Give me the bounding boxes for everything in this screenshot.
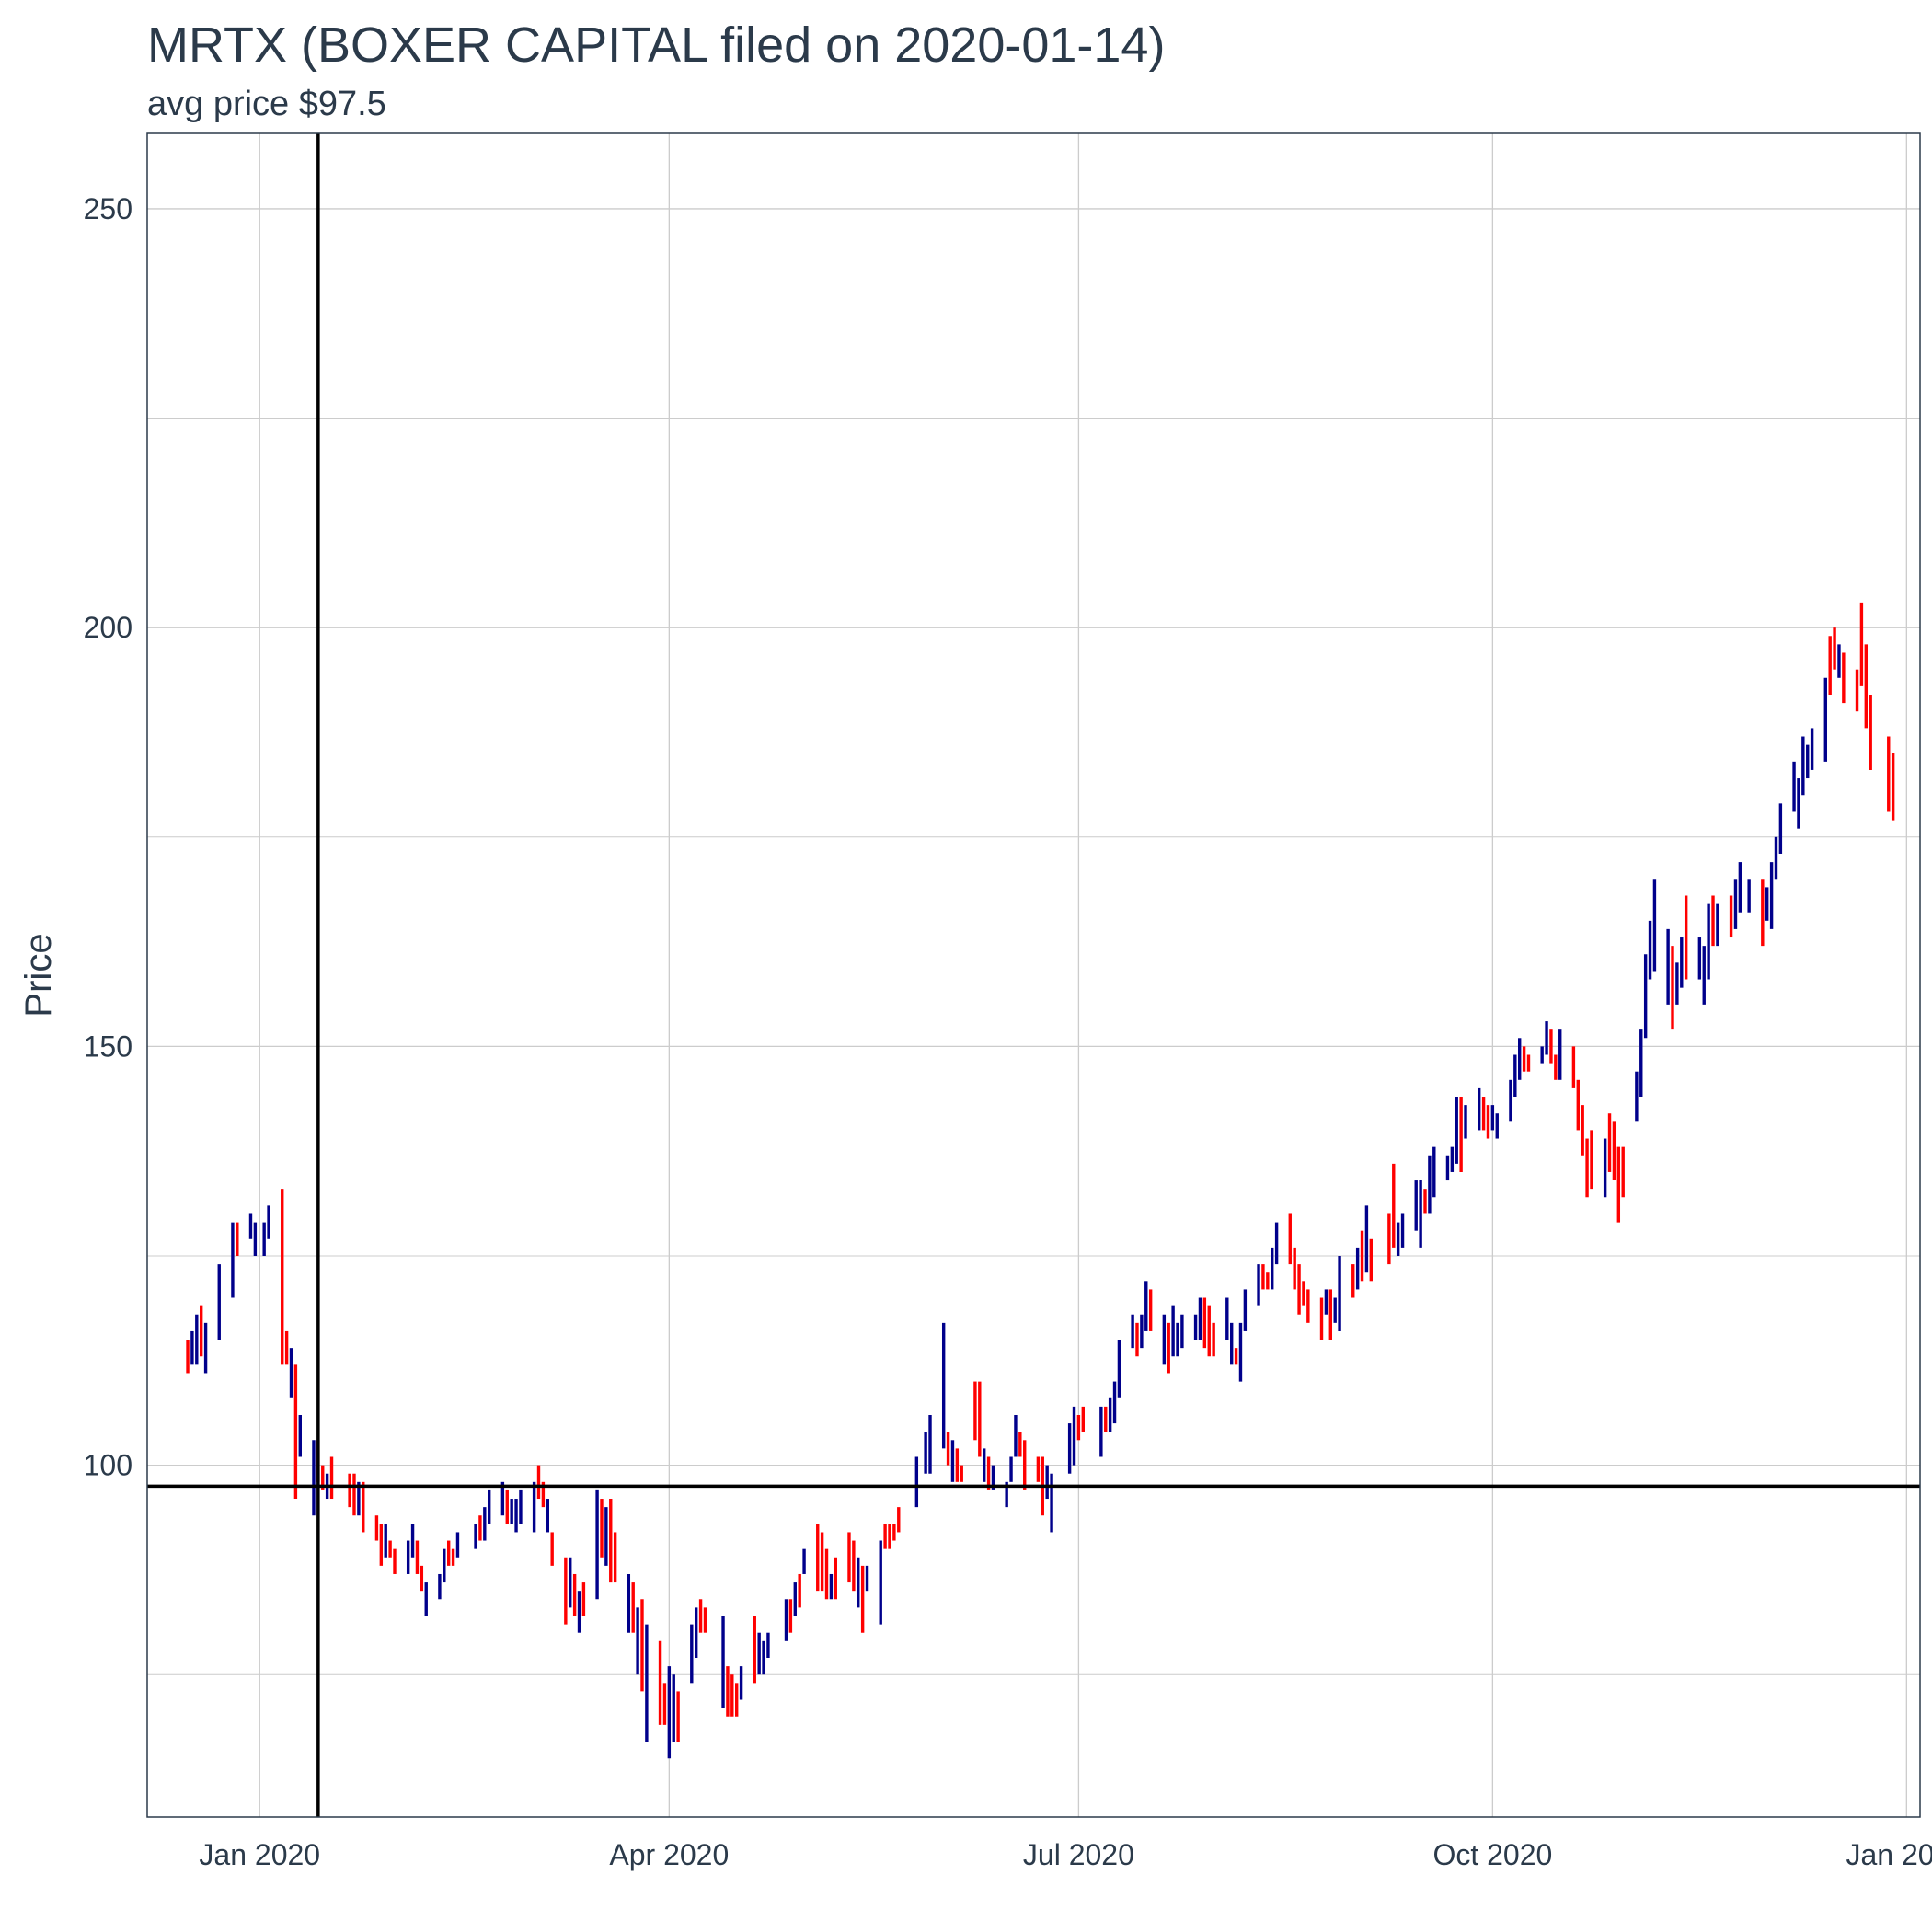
grid-lines	[147, 133, 1920, 1817]
x-axis-ticks: Jan 2020 Apr 2020 Jul 2020 Oct 2020 Jan 2021	[199, 1838, 1932, 1871]
x-tick-label: Jan 2020	[199, 1838, 320, 1871]
y-tick-label: 250	[84, 192, 132, 225]
chart-subtitle: avg price $97.5	[147, 85, 386, 123]
price-bars	[186, 602, 1895, 1759]
y-tick-label: 150	[84, 1029, 132, 1063]
x-tick-label: Oct 2020	[1432, 1838, 1552, 1871]
y-tick-label: 100	[84, 1449, 132, 1482]
y-axis-title: Price	[18, 933, 59, 1017]
panel-border	[146, 132, 1921, 1818]
reference-lines	[147, 133, 1920, 1817]
y-tick-label: 200	[84, 611, 132, 644]
chart-title: MRTX (BOXER CAPITAL filed on 2020-01-14)	[147, 17, 1166, 73]
x-tick-label: Apr 2020	[609, 1838, 729, 1871]
x-tick-label: Jul 2020	[1023, 1838, 1134, 1871]
x-tick-label: Jan 2021	[1846, 1838, 1932, 1871]
y-axis-ticks: 100 150 200 250	[84, 192, 132, 1482]
